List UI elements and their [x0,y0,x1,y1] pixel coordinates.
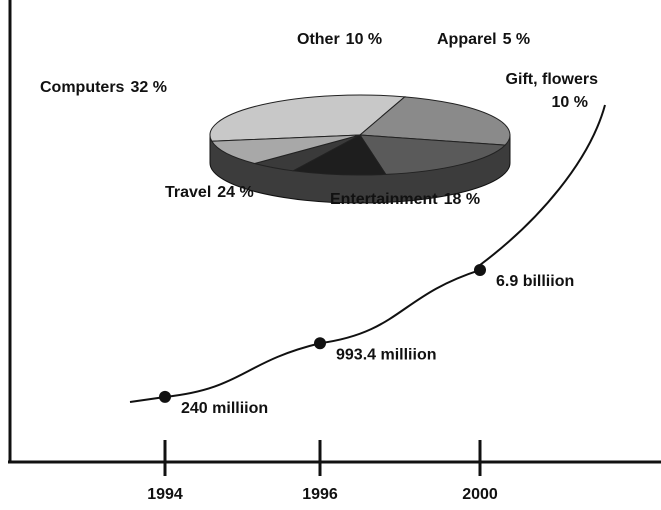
chart: 1994 1996 2000 240 milliion 993.4 milliion 6.… [0,0,661,510]
x-tick-label: 1996 [302,486,338,503]
pie-label: Other [297,31,340,48]
pie-label: Travel [165,184,211,201]
value-label: 6.9 billiion [496,273,574,290]
point [159,391,171,403]
pie-value-label: 18 % [444,191,480,208]
pie-value-label: 32 % [130,79,166,96]
pie-value-label: 10 % [346,31,382,48]
pie-value-label: 5 % [503,31,531,48]
pie-label: Computers [40,79,125,96]
pie-value-label: 24 % [217,184,253,201]
line [165,270,480,397]
pie-label: Gift, flowers [506,71,599,88]
x-tick-label: 1994 [147,486,183,503]
pie-label: Apparel [437,31,497,48]
pie-label: Entertainment [330,191,438,208]
point [314,337,326,349]
value-label: 993.4 milliion [336,346,436,363]
pie-value-label: 10 % [552,94,588,111]
value-label: 240 milliion [181,400,268,417]
x-tick-label: 2000 [462,486,498,503]
point [474,264,486,276]
